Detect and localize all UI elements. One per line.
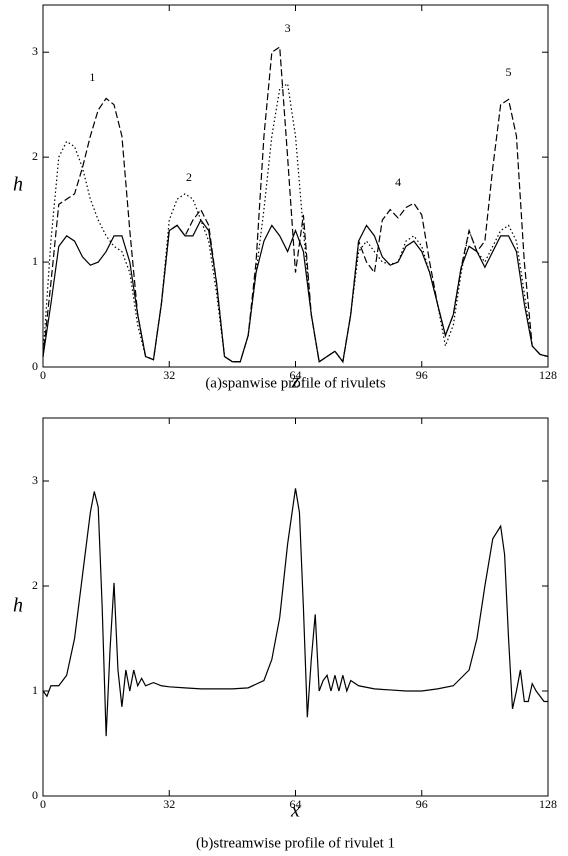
y-tick-label: 1 (32, 683, 38, 697)
annotation: 5 (506, 65, 512, 79)
x-tick-label: 64 (290, 797, 302, 811)
y-tick-label: 2 (32, 149, 38, 163)
y-tick-label: 0 (32, 788, 38, 802)
data-line (42, 488, 548, 737)
x-tick-label: 128 (539, 368, 557, 382)
caption: (a)spanwise profile of rivulets (205, 375, 386, 391)
annotation: 4 (395, 175, 401, 189)
x-axis-label: x (290, 800, 300, 822)
annotation: 3 (285, 21, 291, 35)
data-line (42, 82, 549, 364)
x-tick-label: 0 (40, 797, 46, 811)
plot-frame (42, 417, 549, 797)
x-tick-label: 64 (290, 368, 302, 382)
y-tick-label: 1 (32, 254, 38, 268)
y-tick-label: 2 (32, 578, 38, 592)
x-tick-label: 96 (416, 797, 428, 811)
x-tick-label: 0 (40, 368, 46, 382)
data-line (42, 218, 549, 364)
y-axis-label: h (13, 174, 23, 196)
plot-frame (42, 4, 549, 368)
x-tick-label: 96 (416, 368, 428, 382)
caption: (b)streamwise profile of rivulet 1 (196, 835, 395, 851)
y-tick-label: 3 (32, 44, 38, 58)
x-tick-label: 128 (539, 797, 557, 811)
y-tick-label: 3 (32, 473, 38, 487)
data-line (42, 45, 549, 364)
x-axis-label: z (291, 371, 300, 393)
x-tick-label: 32 (163, 797, 175, 811)
y-tick-label: 0 (32, 359, 38, 373)
x-tick-label: 32 (163, 368, 175, 382)
y-axis-label: h (13, 595, 23, 617)
annotation: 2 (186, 170, 192, 184)
annotation: 1 (89, 70, 95, 84)
